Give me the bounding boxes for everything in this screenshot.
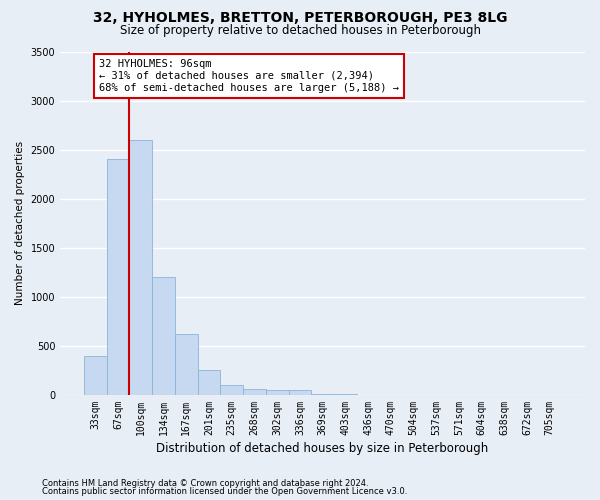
Bar xyxy=(84,356,107,395)
Bar xyxy=(311,394,334,395)
Text: Size of property relative to detached houses in Peterborough: Size of property relative to detached ho… xyxy=(119,24,481,37)
Text: 32 HYHOLMES: 96sqm
← 31% of detached houses are smaller (2,394)
68% of semi-deta: 32 HYHOLMES: 96sqm ← 31% of detached hou… xyxy=(99,60,399,92)
Text: Contains HM Land Registry data © Crown copyright and database right 2024.: Contains HM Land Registry data © Crown c… xyxy=(42,478,368,488)
Bar xyxy=(243,389,266,395)
Text: Contains public sector information licensed under the Open Government Licence v3: Contains public sector information licen… xyxy=(42,487,407,496)
Bar xyxy=(266,390,289,395)
Bar xyxy=(175,334,197,395)
Y-axis label: Number of detached properties: Number of detached properties xyxy=(15,141,25,306)
Bar xyxy=(197,370,220,395)
Bar xyxy=(107,160,130,395)
Bar xyxy=(220,385,243,395)
X-axis label: Distribution of detached houses by size in Peterborough: Distribution of detached houses by size … xyxy=(157,442,489,455)
Bar xyxy=(289,390,311,395)
Text: 32, HYHOLMES, BRETTON, PETERBOROUGH, PE3 8LG: 32, HYHOLMES, BRETTON, PETERBOROUGH, PE3… xyxy=(93,11,507,25)
Bar xyxy=(152,277,175,395)
Bar xyxy=(130,140,152,395)
